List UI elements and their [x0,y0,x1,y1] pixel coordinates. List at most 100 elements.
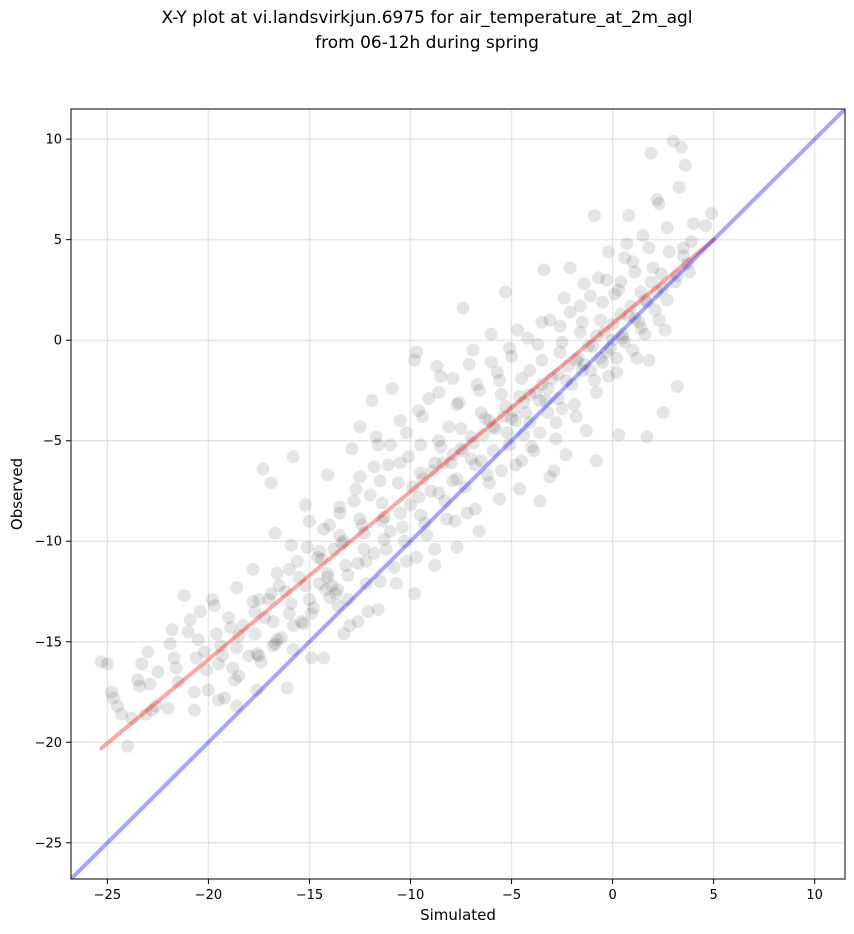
data-point [644,275,658,289]
data-point [450,540,464,554]
data-point [377,510,391,524]
data-point [345,442,359,456]
data-point [355,518,369,532]
data-point [337,627,351,641]
data-point [634,321,648,335]
x-tick-label: 5 [710,888,718,903]
data-point [181,625,195,639]
data-point [311,550,325,564]
data-point [541,406,555,420]
data-point [218,691,232,705]
data-point [442,420,456,434]
data-point [100,657,114,671]
data-point [705,207,719,221]
chart-title: X-Y plot at vi.landsvirkjun.6975 for air… [161,8,693,28]
data-point [571,351,585,365]
data-point [353,420,367,434]
data-point [256,462,270,476]
data-point [282,607,296,621]
data-point [466,343,480,357]
data-point [106,691,120,705]
data-point [304,607,318,621]
data-point [680,257,694,271]
data-point [503,438,517,452]
data-point [349,482,363,496]
data-point [484,355,498,369]
data-point [614,307,628,321]
data-point [498,285,512,299]
data-point [367,546,381,560]
y-tick-label: −20 [35,736,62,751]
data-point [488,422,502,436]
data-point [371,603,385,617]
data-point [216,649,230,663]
data-point [163,637,177,651]
identity-line [71,109,845,879]
data-point [602,369,616,383]
data-point [420,528,434,542]
data-point [545,371,559,385]
data-point [199,663,213,677]
data-point [551,367,565,381]
data-point [343,619,357,633]
data-point [387,560,401,574]
data-point [634,285,648,299]
data-point [414,508,428,522]
data-point [395,520,409,534]
data-point [151,665,165,679]
data-point [304,651,318,665]
data-point [589,454,603,468]
data-point [650,192,664,206]
data-point [600,273,614,287]
data-point [228,673,242,687]
data-point [236,619,250,633]
data-point [292,570,306,584]
data-point [165,623,179,637]
data-point [161,701,175,715]
y-tick-label: 5 [54,233,62,248]
data-point [466,436,480,450]
data-point [573,325,587,339]
data-point [632,315,646,329]
data-point [490,365,504,379]
data-point [549,416,563,430]
data-point [254,655,268,669]
data-point [523,363,537,377]
data-point [616,327,630,341]
data-point [94,655,108,669]
data-point [533,394,547,408]
data-point [454,442,468,456]
data-point [313,576,327,590]
data-point [494,387,508,401]
data-point [482,414,496,428]
data-point [670,379,684,393]
data-point [656,281,670,295]
data-point [612,428,626,442]
data-point [177,589,191,603]
data-point [434,369,448,383]
data-point [385,381,399,395]
data-point [569,410,583,424]
data-point [519,406,533,420]
data-point [569,353,583,367]
data-point [470,377,484,391]
data-point [121,739,135,753]
data-point [503,341,517,355]
y-tick-label: −25 [35,836,62,851]
data-point [327,542,341,556]
data-point [383,524,397,538]
data-point [498,400,512,414]
data-point [505,412,519,426]
data-point [302,514,316,528]
data-point [622,209,636,223]
data-point [284,538,298,552]
data-point [365,394,379,408]
data-point [280,681,294,695]
data-point [610,351,624,365]
data-point [674,140,688,154]
data-point [193,605,207,619]
data-point [448,514,462,528]
regression-line [99,237,716,751]
data-point [464,430,478,444]
data-point [323,591,337,605]
